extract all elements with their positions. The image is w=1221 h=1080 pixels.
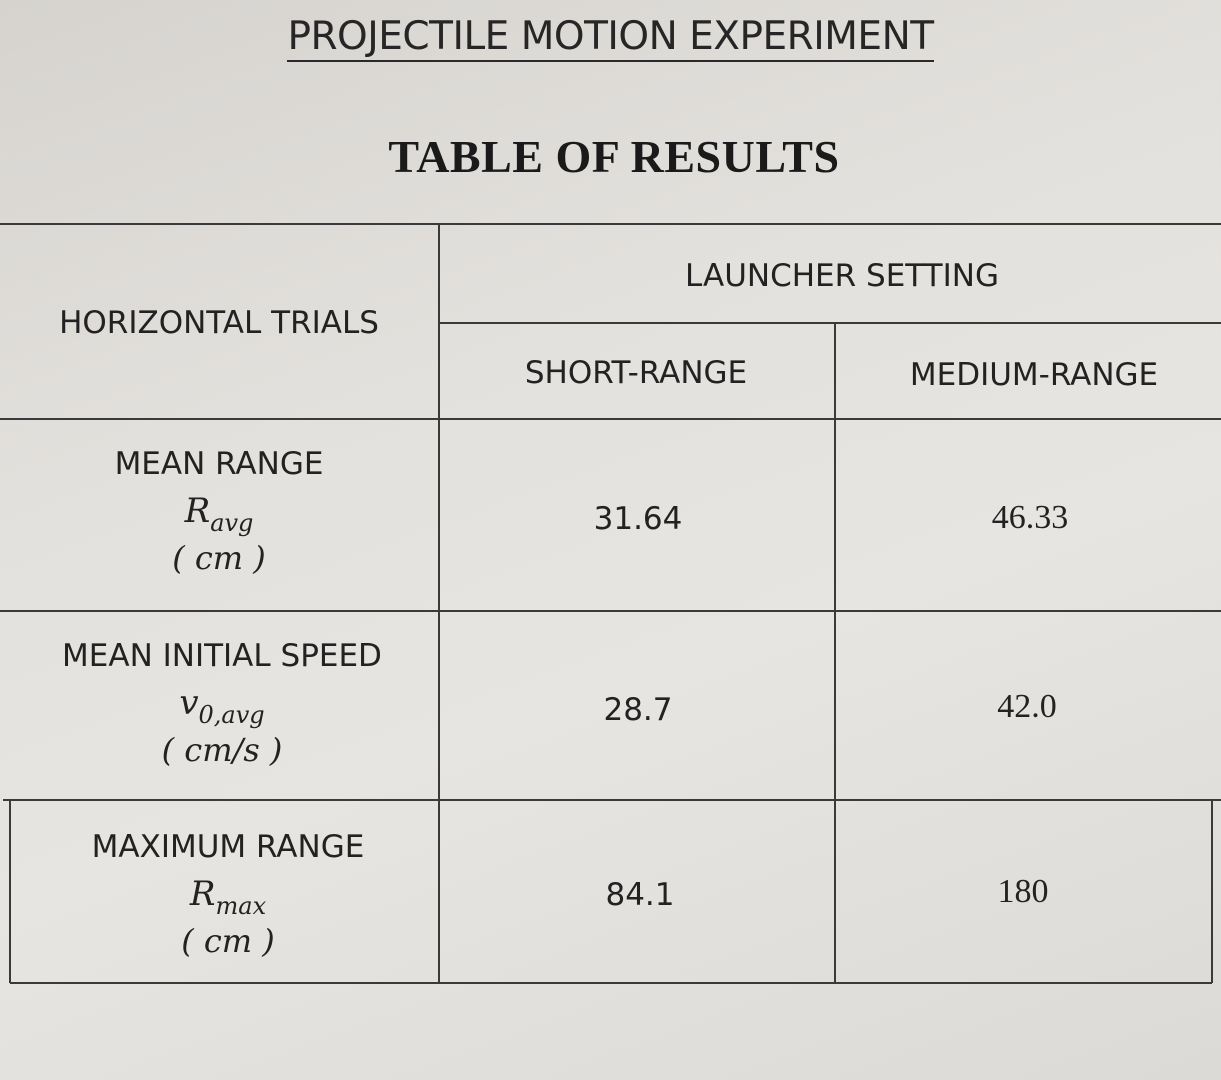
column-header-short-range: SHORT-RANGE [524, 355, 748, 391]
row-label-cell-mean-initial-speed: MEAN INITIAL SPEED v0,avg ( cm/s ) [0, 638, 444, 769]
document-title-text: PROJECTILE MOTION EXPERIMENT [287, 14, 934, 62]
symbol-letter: R [189, 874, 216, 914]
results-table: HORIZONTAL TRIALS LAUNCHER SETTING SHORT… [0, 223, 1221, 984]
row-label: MEAN RANGE [114, 446, 324, 482]
row-label: MEAN INITIAL SPEED [62, 638, 382, 674]
value-mean-initial-speed-medium: 42.0 [997, 688, 1057, 725]
table-right-border-lower [1211, 799, 1213, 983]
table-left-border-lower [9, 799, 11, 983]
value-column-divider [834, 322, 836, 983]
value-maximum-range-medium: 180 [997, 873, 1049, 910]
table-title: TABLE OF RESULTS [388, 131, 840, 182]
row-divider-2 [3, 799, 1221, 801]
header-bottom-border [0, 418, 1221, 420]
table-top-border [0, 223, 1221, 225]
group-header-divider [438, 322, 1221, 324]
table-bottom-border [10, 982, 1212, 984]
symbol-letter: R [184, 491, 211, 531]
row-label-cell-mean-range: MEAN RANGE Ravg ( cm ) [0, 446, 438, 577]
row-divider-1 [0, 610, 1221, 612]
group-header-launcher-setting: LAUNCHER SETTING [685, 258, 999, 294]
unit-label: ( cm/s ) [161, 731, 283, 769]
value-mean-range-short: 31.64 [593, 501, 683, 537]
quantity-symbol: Ravg [0, 491, 438, 535]
value-maximum-range-short: 84.1 [605, 877, 675, 913]
row-label: MAXIMUM RANGE [91, 829, 365, 865]
value-mean-range-medium: 46.33 [991, 499, 1069, 536]
value-mean-initial-speed-short: 28.7 [603, 692, 673, 728]
row-label-cell-maximum-range: MAXIMUM RANGE Rmax ( cm ) [0, 829, 456, 960]
symbol-subscript: avg [210, 509, 254, 537]
quantity-symbol: v0,avg [0, 683, 444, 727]
symbol-subscript: 0,avg [198, 701, 265, 729]
quantity-symbol: Rmax [0, 874, 456, 918]
unit-label: ( cm ) [181, 922, 275, 960]
symbol-letter: v [179, 683, 199, 723]
document-title: PROJECTILE MOTION EXPERIMENT [0, 14, 1221, 62]
corner-header: HORIZONTAL TRIALS [59, 305, 379, 341]
column-header-medium-range: MEDIUM-RANGE [909, 357, 1159, 393]
unit-label: ( cm ) [172, 539, 266, 577]
symbol-subscript: max [215, 892, 267, 920]
label-column-divider [438, 223, 440, 983]
